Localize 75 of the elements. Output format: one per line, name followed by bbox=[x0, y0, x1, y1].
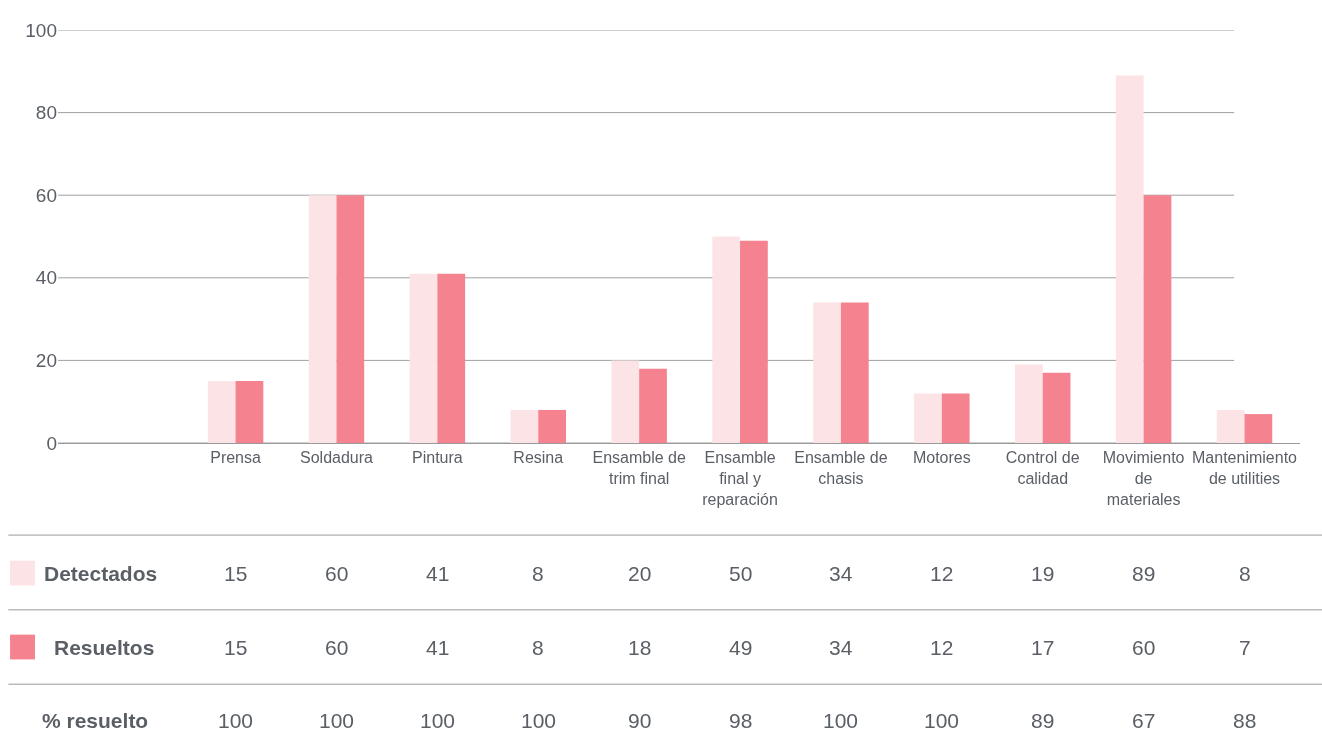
data-label: 17 bbox=[1031, 636, 1055, 659]
data-label: 12 bbox=[930, 636, 954, 659]
text: 90 bbox=[628, 709, 652, 732]
x-tick-label: Ensamble de chasis bbox=[794, 449, 888, 487]
bar bbox=[1115, 75, 1144, 443]
data-label: 50 bbox=[729, 562, 753, 585]
data-label: 19 bbox=[1031, 562, 1055, 585]
bar bbox=[1014, 364, 1043, 443]
data-label: 34 bbox=[829, 562, 853, 585]
text: 100 bbox=[218, 709, 254, 732]
bar bbox=[235, 381, 264, 443]
y-tick-label: 20 bbox=[35, 350, 57, 372]
text: % resuelto bbox=[42, 709, 149, 732]
text: 89 bbox=[1031, 709, 1055, 732]
x-tick-label: Soldadura bbox=[299, 449, 374, 467]
x-tick-label: Movimiento de materiales bbox=[1102, 449, 1185, 508]
bar bbox=[1216, 409, 1245, 443]
bar bbox=[336, 195, 365, 443]
bar bbox=[437, 273, 466, 443]
bar bbox=[1244, 414, 1273, 443]
bar bbox=[308, 195, 337, 443]
legend-label: Detectados bbox=[44, 562, 158, 585]
x-tick-label: Motores bbox=[912, 449, 971, 467]
x-tick-label: Mantenimiento de utilities bbox=[1192, 449, 1298, 487]
data-label: 60 bbox=[325, 636, 349, 659]
bar bbox=[639, 368, 667, 443]
data-label: 41 bbox=[426, 562, 450, 585]
x-tick-label: Ensamble final y reparación bbox=[702, 449, 778, 508]
data-label: 15 bbox=[224, 562, 248, 585]
y-tick-label: 100 bbox=[25, 19, 57, 41]
data-label: 8 bbox=[532, 636, 544, 659]
bar bbox=[740, 240, 768, 443]
text: 88 bbox=[1233, 709, 1257, 732]
bar bbox=[1042, 372, 1071, 443]
x-tick-label: Pintura bbox=[412, 449, 463, 467]
data-label: 41 bbox=[426, 636, 450, 659]
x-tick-label: Prensa bbox=[210, 449, 262, 467]
legend-label: Resueltos bbox=[54, 636, 155, 659]
data-label: 8 bbox=[1239, 562, 1251, 585]
bar bbox=[409, 273, 438, 443]
bar bbox=[611, 360, 640, 443]
data-label: 20 bbox=[628, 562, 652, 585]
bar bbox=[207, 381, 236, 443]
bar bbox=[914, 393, 942, 443]
text: 100 bbox=[420, 709, 456, 732]
text: 100 bbox=[319, 709, 355, 732]
y-tick-label: 0 bbox=[46, 432, 57, 454]
data-label: 7 bbox=[1239, 636, 1251, 659]
data-label: 15 bbox=[224, 636, 248, 659]
bar bbox=[941, 393, 970, 443]
text: 100 bbox=[823, 709, 859, 732]
y-tick-label: 60 bbox=[35, 184, 57, 206]
y-tick-label: 40 bbox=[35, 267, 57, 289]
bar bbox=[1143, 195, 1172, 443]
data-label: 18 bbox=[628, 636, 652, 659]
bar bbox=[840, 302, 869, 443]
x-tick-label: Ensamble de trim final bbox=[592, 449, 686, 487]
data-label: 34 bbox=[829, 636, 853, 659]
text: 98 bbox=[729, 709, 753, 732]
text: 100 bbox=[924, 709, 960, 732]
bar bbox=[712, 236, 741, 443]
data-label: 12 bbox=[930, 562, 954, 585]
data-label: 49 bbox=[729, 636, 753, 659]
text: 100 bbox=[521, 709, 557, 732]
bar bbox=[510, 409, 539, 443]
data-label: 60 bbox=[325, 562, 349, 585]
text: 67 bbox=[1132, 709, 1156, 732]
x-tick-label: Resina bbox=[513, 449, 564, 467]
y-tick-label: 80 bbox=[35, 102, 57, 124]
data-label: 60 bbox=[1132, 636, 1156, 659]
bar bbox=[538, 409, 566, 443]
data-label: 8 bbox=[532, 562, 544, 585]
x-tick-label: Control de calidad bbox=[1005, 449, 1080, 487]
bar bbox=[813, 302, 841, 443]
data-label: 89 bbox=[1132, 562, 1156, 585]
